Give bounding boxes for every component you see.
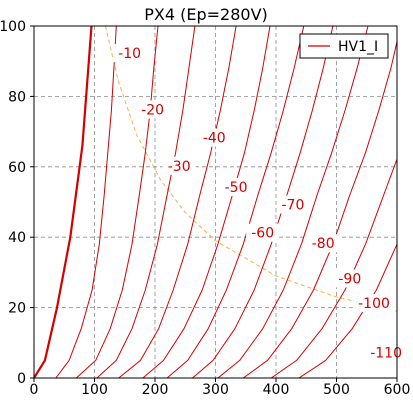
- curve-label-bg: [333, 269, 367, 288]
- grid-voltage-curve: [242, 39, 397, 378]
- x-tick-label: 100: [81, 382, 108, 398]
- curve-label: -90: [338, 271, 361, 287]
- curve-label: -100: [358, 296, 390, 312]
- curve-label-bg: [246, 223, 280, 242]
- curve-label-bg: [306, 234, 340, 253]
- y-tick-label: 60: [8, 160, 26, 176]
- y-tick-label: 40: [8, 230, 26, 246]
- hyperbola-line: [104, 26, 397, 312]
- grid-voltage-curve: [166, 26, 305, 378]
- curve-label: -50: [225, 180, 248, 196]
- ticks: 0 100 200 300 400 500 600 0 20 40 60 80 100: [0, 19, 410, 398]
- grid-voltage-curve: [217, 26, 369, 378]
- plot-frame: [33, 25, 398, 379]
- curve-label-bg: [219, 177, 253, 196]
- series: [34, 26, 397, 378]
- curve-label: -60: [251, 226, 274, 242]
- curve-label: -20: [141, 102, 164, 118]
- curve-label: -30: [168, 159, 191, 175]
- curve-label-bg: [197, 128, 231, 147]
- curve-label-bg: [276, 195, 310, 214]
- y-tick-label: 20: [8, 301, 26, 317]
- x-tick-label: 400: [263, 382, 290, 398]
- x-tick-label: 500: [323, 382, 350, 398]
- series-line-hv1-i: [34, 26, 93, 378]
- grid-voltage-curve: [270, 157, 397, 378]
- legend: HV1_I: [299, 33, 389, 59]
- grid-voltage-curve: [142, 26, 271, 378]
- curve-label: -40: [203, 131, 226, 147]
- curve-label-bg: [136, 100, 170, 119]
- grid-voltage-curve: [55, 26, 117, 378]
- x-tick-label: 300: [202, 382, 229, 398]
- x-tick-label: 200: [142, 382, 169, 398]
- grid-voltage-curve: [75, 26, 159, 378]
- grid-voltage-curve: [298, 243, 397, 378]
- legend-label-hv1-i: HV1_I: [338, 39, 378, 55]
- x-tick-label: 0: [30, 382, 39, 398]
- curve-label: -80: [312, 236, 335, 252]
- y-tick-label: 80: [8, 89, 26, 105]
- curve-label: -70: [282, 198, 305, 214]
- curve-label: -10: [118, 46, 141, 62]
- y-tick-label: 100: [0, 19, 26, 35]
- curve-label: -110: [370, 345, 402, 361]
- grid-voltage-curve: [96, 26, 196, 378]
- grid-voltage-curve: [192, 26, 334, 378]
- grid-voltage-curve: [118, 26, 237, 378]
- curve-label-bg: [113, 44, 147, 63]
- annotations: -10 -20 -30 -40 -50 -60 -70 -80 -90 -100 -110: [113, 44, 408, 362]
- chart-title: PX4 (Ep=280V): [144, 5, 268, 24]
- curve-label-bg: [353, 294, 396, 313]
- x-tick-label: 600: [384, 382, 411, 398]
- y-tick-label: 0: [17, 371, 26, 387]
- curve-label-bg: [162, 156, 196, 175]
